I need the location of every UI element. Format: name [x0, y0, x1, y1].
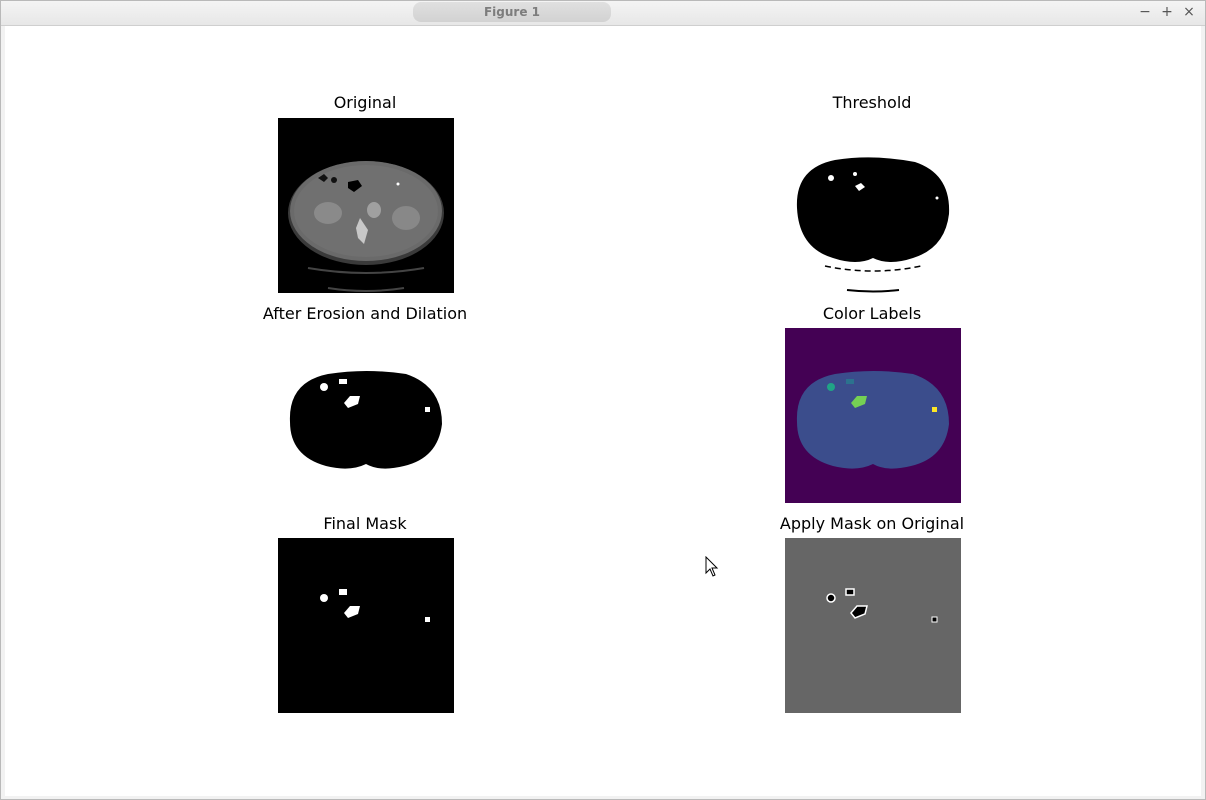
- minimize-icon[interactable]: −: [1139, 4, 1151, 20]
- panel-title-apply-mask: Apply Mask on Original: [779, 514, 965, 533]
- panel-title-color-labels: Color Labels: [822, 304, 922, 323]
- threshold-image: [785, 118, 961, 293]
- panel-title-erosion-dilation: After Erosion and Dilation: [262, 304, 468, 323]
- final-mask-image: [278, 538, 454, 713]
- color-labels-image: [785, 328, 961, 503]
- window-title: Figure 1: [483, 5, 541, 19]
- panel-title-threshold: Threshold: [832, 93, 912, 112]
- apply-mask-image: [785, 538, 961, 713]
- mouse-cursor-icon: [705, 556, 719, 577]
- figure-canvas[interactable]: Original Threshold: [5, 26, 1201, 796]
- title-pill: [413, 2, 611, 22]
- title-bar[interactable]: Figure 1 − + ×: [1, 1, 1205, 26]
- panel-title-original: Original: [333, 93, 397, 112]
- original-ct-image: [278, 118, 454, 293]
- close-icon[interactable]: ×: [1183, 4, 1195, 20]
- maximize-icon[interactable]: +: [1161, 4, 1173, 20]
- panel-title-final-mask: Final Mask: [323, 514, 407, 533]
- erosion-dilation-image: [278, 328, 454, 503]
